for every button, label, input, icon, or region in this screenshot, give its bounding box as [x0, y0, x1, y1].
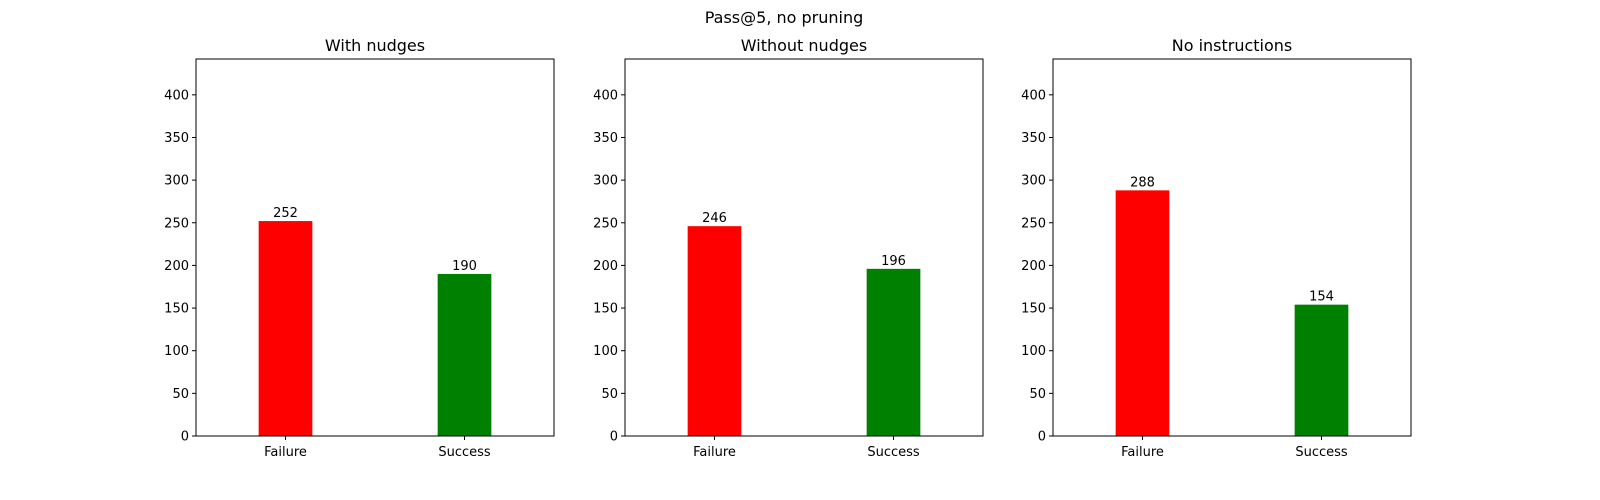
bar-failure [687, 226, 742, 436]
y-tick-label: 350 [1021, 131, 1046, 146]
y-tick-label: 300 [1021, 174, 1046, 189]
y-tick-label: 100 [164, 344, 189, 359]
y-tick-label: 200 [1021, 259, 1046, 274]
y-tick-label: 200 [164, 259, 189, 274]
y-tick-label: 250 [1021, 216, 1046, 231]
figure-suptitle: Pass@5, no pruning [705, 8, 864, 27]
bar-success [866, 268, 921, 436]
y-tick-label: 250 [164, 216, 189, 231]
x-tick-label: Success [867, 445, 920, 460]
panel-title: With nudges [325, 36, 425, 55]
y-tick-label: 300 [593, 174, 618, 189]
bar-value-label: 288 [1130, 175, 1155, 190]
bar-value-label: 252 [273, 206, 298, 221]
y-tick-label: 150 [164, 302, 189, 317]
x-tick-label: Failure [693, 445, 736, 460]
y-tick-label: 200 [593, 259, 618, 274]
y-tick-label: 0 [1038, 430, 1046, 445]
y-tick-label: 50 [601, 387, 618, 402]
bar-success [1294, 304, 1349, 436]
panel-title: Without nudges [741, 36, 867, 55]
y-tick-label: 50 [172, 387, 189, 402]
bar-value-label: 196 [881, 254, 906, 269]
x-tick-label: Success [438, 445, 491, 460]
y-tick-label: 0 [181, 430, 189, 445]
y-tick-label: 50 [1029, 387, 1046, 402]
y-tick-label: 150 [1021, 302, 1046, 317]
y-tick-label: 0 [610, 430, 618, 445]
bar-failure [258, 221, 313, 436]
x-tick-label: Failure [264, 445, 307, 460]
y-tick-label: 250 [593, 216, 618, 231]
bar-success [437, 273, 492, 436]
y-tick-label: 400 [593, 88, 618, 103]
y-tick-label: 100 [593, 344, 618, 359]
axes-frame [195, 58, 555, 437]
y-tick-label: 400 [1021, 88, 1046, 103]
bar-value-label: 246 [702, 211, 727, 226]
y-tick-label: 150 [593, 302, 618, 317]
panel-title: No instructions [1172, 36, 1293, 55]
bar-value-label: 154 [1309, 290, 1334, 305]
y-tick-label: 300 [164, 174, 189, 189]
axes-frame [1052, 58, 1412, 437]
y-tick-label: 100 [1021, 344, 1046, 359]
y-tick-label: 400 [164, 88, 189, 103]
y-tick-label: 350 [593, 131, 618, 146]
bar-value-label: 190 [452, 259, 477, 274]
x-tick-label: Success [1295, 445, 1348, 460]
y-tick-label: 350 [164, 131, 189, 146]
x-tick-label: Failure [1121, 445, 1164, 460]
bar-failure [1115, 190, 1170, 436]
axes-frame [624, 58, 984, 437]
